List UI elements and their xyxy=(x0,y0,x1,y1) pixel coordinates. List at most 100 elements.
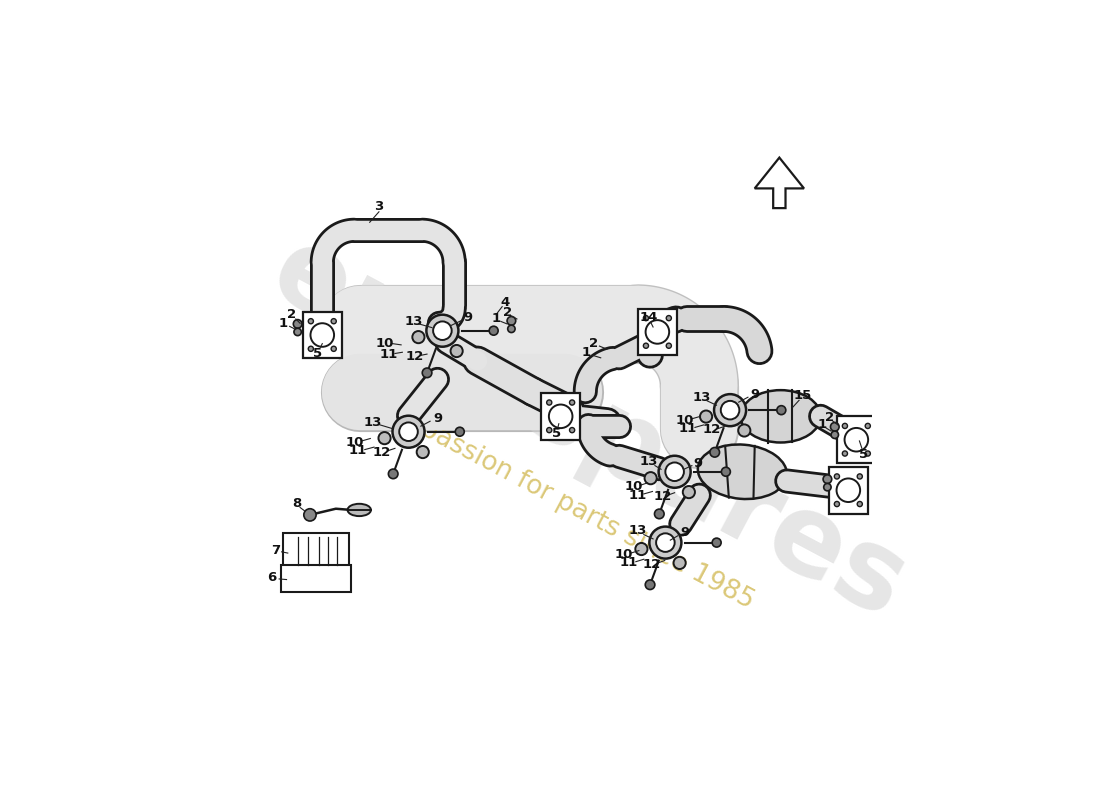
Ellipse shape xyxy=(697,445,786,499)
Circle shape xyxy=(644,315,649,321)
Text: 13: 13 xyxy=(364,416,382,429)
Circle shape xyxy=(683,486,695,498)
Circle shape xyxy=(399,422,418,441)
Circle shape xyxy=(308,318,314,324)
Circle shape xyxy=(837,478,860,502)
Circle shape xyxy=(433,322,452,340)
Ellipse shape xyxy=(740,390,821,442)
Circle shape xyxy=(378,432,390,444)
Text: 11: 11 xyxy=(379,348,397,362)
Circle shape xyxy=(646,320,669,344)
FancyBboxPatch shape xyxy=(280,565,351,592)
Circle shape xyxy=(649,526,681,558)
Text: 15: 15 xyxy=(793,389,812,402)
Circle shape xyxy=(570,400,574,405)
Text: 5: 5 xyxy=(859,448,868,461)
Text: 9: 9 xyxy=(680,526,689,538)
Text: 1: 1 xyxy=(492,313,500,326)
Circle shape xyxy=(654,509,664,518)
FancyBboxPatch shape xyxy=(541,393,581,440)
Text: 6: 6 xyxy=(267,571,276,584)
Circle shape xyxy=(646,580,654,590)
Text: 2: 2 xyxy=(503,306,512,319)
Circle shape xyxy=(656,534,674,552)
Text: 9: 9 xyxy=(693,457,703,470)
Text: 5: 5 xyxy=(552,427,561,440)
Circle shape xyxy=(700,410,712,422)
Circle shape xyxy=(738,425,750,437)
Circle shape xyxy=(331,318,337,324)
Text: 9: 9 xyxy=(433,412,442,426)
Circle shape xyxy=(644,343,649,348)
Text: 10: 10 xyxy=(675,414,694,427)
Circle shape xyxy=(857,502,862,506)
Circle shape xyxy=(720,401,739,419)
Text: 8: 8 xyxy=(293,498,301,510)
Text: 10: 10 xyxy=(625,480,644,493)
Text: 12: 12 xyxy=(406,350,424,363)
Text: 1: 1 xyxy=(818,418,827,431)
Text: a passion for parts since 1985: a passion for parts since 1985 xyxy=(394,404,758,614)
Text: 2: 2 xyxy=(588,337,598,350)
Circle shape xyxy=(645,472,657,484)
Circle shape xyxy=(866,423,870,429)
Text: 13: 13 xyxy=(693,391,711,404)
Circle shape xyxy=(636,543,648,555)
Text: 1: 1 xyxy=(582,346,591,359)
Text: 1: 1 xyxy=(278,318,287,330)
Circle shape xyxy=(667,315,671,321)
Circle shape xyxy=(823,475,832,483)
Circle shape xyxy=(507,317,516,325)
Text: 14: 14 xyxy=(639,311,658,324)
Text: eurospares: eurospares xyxy=(253,217,924,641)
Text: 13: 13 xyxy=(639,455,658,469)
Circle shape xyxy=(857,474,862,479)
Circle shape xyxy=(666,462,684,481)
Text: 10: 10 xyxy=(376,337,394,350)
FancyBboxPatch shape xyxy=(284,534,349,569)
Text: 11: 11 xyxy=(679,422,697,435)
Circle shape xyxy=(388,469,398,478)
Circle shape xyxy=(845,428,868,451)
Text: 10: 10 xyxy=(615,548,634,561)
Circle shape xyxy=(294,328,301,336)
Text: 10: 10 xyxy=(345,436,363,449)
Circle shape xyxy=(714,394,746,426)
Circle shape xyxy=(451,345,463,357)
FancyBboxPatch shape xyxy=(638,309,678,355)
Circle shape xyxy=(712,538,722,547)
Text: 9: 9 xyxy=(464,311,473,324)
Circle shape xyxy=(866,451,870,456)
Circle shape xyxy=(412,331,425,343)
Circle shape xyxy=(417,446,429,458)
Circle shape xyxy=(843,451,847,456)
Text: 2: 2 xyxy=(287,308,296,321)
Text: 2: 2 xyxy=(825,411,835,424)
Text: 4: 4 xyxy=(500,296,510,309)
Circle shape xyxy=(834,502,839,506)
Circle shape xyxy=(659,456,691,488)
Text: 5: 5 xyxy=(312,347,322,360)
FancyBboxPatch shape xyxy=(302,312,342,358)
Circle shape xyxy=(777,406,785,414)
Circle shape xyxy=(570,427,574,433)
Circle shape xyxy=(508,325,515,333)
Circle shape xyxy=(422,368,432,378)
Circle shape xyxy=(308,346,314,351)
Text: 13: 13 xyxy=(405,315,424,328)
Circle shape xyxy=(331,346,337,351)
Circle shape xyxy=(673,557,685,569)
Circle shape xyxy=(547,400,552,405)
Circle shape xyxy=(304,509,316,521)
FancyBboxPatch shape xyxy=(828,467,868,514)
Circle shape xyxy=(710,447,719,457)
Circle shape xyxy=(830,422,839,431)
Circle shape xyxy=(824,483,832,491)
Circle shape xyxy=(310,323,334,346)
Text: 12: 12 xyxy=(703,423,720,436)
Circle shape xyxy=(547,427,552,433)
Circle shape xyxy=(549,405,572,428)
Text: 12: 12 xyxy=(642,558,660,570)
Text: 7: 7 xyxy=(271,544,281,557)
Text: 12: 12 xyxy=(653,490,671,503)
